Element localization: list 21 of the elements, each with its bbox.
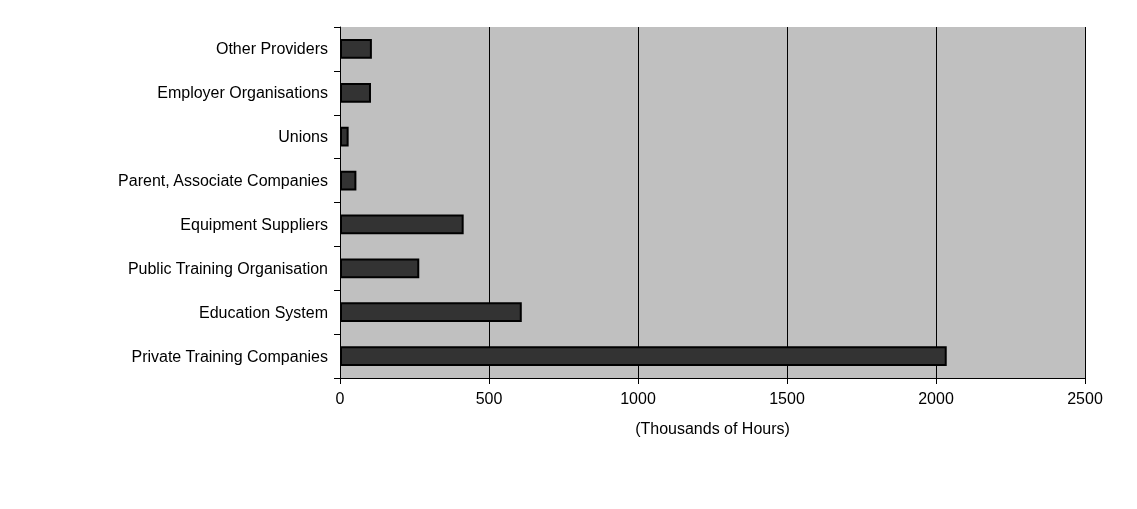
bar	[340, 214, 464, 235]
y-tick-label: Parent, Associate Companies	[118, 172, 328, 190]
y-tick-label: Public Training Organisation	[127, 259, 328, 277]
bar	[340, 39, 372, 59]
bar	[340, 82, 371, 103]
bar	[340, 170, 357, 191]
y-tick-label: Employer Organisations	[157, 84, 328, 102]
y-tick-label: Private Training Companies	[131, 347, 328, 365]
x-axis-title: (Thousands of Hours)	[635, 419, 790, 437]
x-tick-label: 2000	[918, 389, 954, 407]
x-tick-label: 0	[335, 389, 345, 407]
x-tick-label: 500	[475, 389, 503, 407]
y-tick-label: Equipment Suppliers	[180, 215, 328, 233]
y-tick-label: Unions	[278, 128, 328, 146]
x-tick-label: 1000	[620, 389, 656, 407]
x-tick-label: 2500	[1067, 389, 1103, 407]
x-tick-label: 1500	[769, 389, 805, 407]
bar	[340, 258, 420, 279]
y-tick-label: Education System	[199, 303, 328, 321]
bar	[340, 126, 349, 147]
y-tick-label: Other Providers	[215, 40, 328, 58]
